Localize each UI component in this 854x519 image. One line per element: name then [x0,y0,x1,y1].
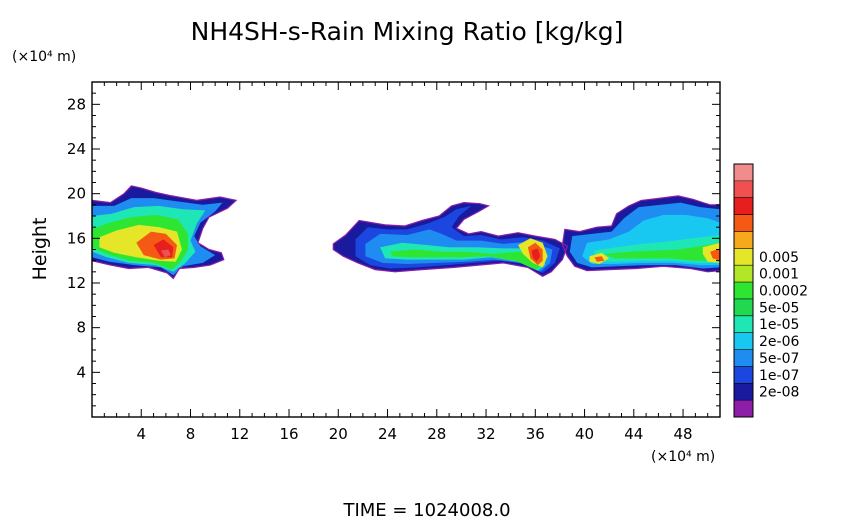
colorbar-swatch-3 [734,349,753,367]
x-tick-label-32: 32 [476,425,495,443]
y-tick-label-20: 20 [67,185,86,203]
x-tick-label-36: 36 [526,425,545,443]
colorbar-swatch-14 [734,164,753,182]
colorbar-swatch-4 [734,332,753,350]
colorbar-label-4: 1e-05 [759,317,799,333]
y-tick-label-4: 4 [76,363,86,381]
colorbar-swatch-7 [734,282,753,300]
chart-title: NH4SH-s-Rain Mixing Ratio [kg/kg] [191,17,624,46]
right-cloud-level-11-8 [710,248,720,261]
colorbar-label-7: 0.001 [759,267,799,283]
colorbar-label-0: 2e-08 [759,385,799,401]
x-tick-label-4: 4 [136,425,146,443]
colorbar-swatch-5 [734,315,753,333]
y-axis-label: Height [29,218,51,281]
colorbar-swatch-10 [734,231,753,249]
colorbar-label-5: 5e-05 [759,300,799,316]
right-cloud-level-11-7 [594,256,605,262]
contour-fills [92,185,720,279]
colorbar-swatch-6 [734,298,753,317]
colorbar-label-3: 2e-06 [759,334,799,350]
x-tick-label-24: 24 [378,425,397,443]
left-cloud-outline [92,185,238,280]
colorbar-label-8: 0.005 [759,250,799,266]
y-tick-label-28: 28 [67,95,86,113]
x-tick-label-40: 40 [575,425,594,443]
x-tick-label-20: 20 [329,425,348,443]
y-axis-unit: (×10⁴ m) [12,49,76,65]
middle-cloud-level-7-4 [390,249,542,270]
colorbar-swatch-9 [734,248,753,266]
colorbar-swatch-0 [734,400,753,418]
middle-cloud-level-12-7 [531,248,541,262]
contour-outlines [92,185,720,280]
y-tick-label-8: 8 [76,319,86,337]
y-tick-label-24: 24 [67,140,86,158]
x-tick-label-16: 16 [279,425,298,443]
colorbar-swatch-11 [734,214,753,232]
colorbar-swatch-2 [734,366,753,384]
colorbar-frame [733,163,754,418]
colorbar-swatch-13 [734,180,753,199]
colorbar-label-1: 1e-07 [759,368,799,384]
colorbar-label-2: 5e-07 [759,351,799,367]
footer-time: TIME = 1024008.0 [342,500,510,519]
y-tick-label-12: 12 [67,274,86,292]
colorbar-swatch-12 [734,197,753,215]
x-tick-label-44: 44 [624,425,643,443]
colorbar-swatch-1 [734,383,753,401]
x-tick-label-12: 12 [230,425,249,443]
x-tick-label-28: 28 [427,425,446,443]
axis-ticks [92,82,720,417]
colorbar-swatch-8 [734,265,753,283]
x-tick-label-8: 8 [186,425,196,443]
right-cloud-outline [561,195,720,273]
y-tick-label-16: 16 [67,229,86,247]
right-cloud-level-7-4 [604,242,720,261]
colorbar-label-6: 0.0002 [759,284,808,300]
middle-cloud-outline [332,201,569,277]
x-axis-unit: (×10⁴ m) [651,449,715,465]
left-cloud-level-13-7 [161,249,171,258]
colorbar: 2e-081e-075e-072e-061e-055e-050.00020.00… [733,163,808,418]
x-tick-label-48: 48 [674,425,693,443]
